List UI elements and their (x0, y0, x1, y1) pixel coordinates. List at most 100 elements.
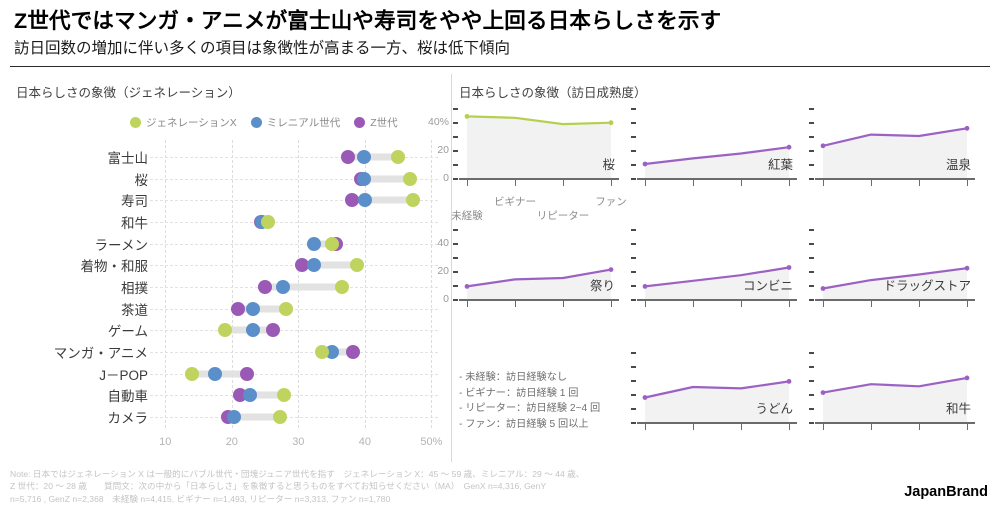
data-point-dot[interactable] (218, 323, 233, 338)
y-tickmark (631, 285, 636, 287)
data-point-dot[interactable] (240, 366, 255, 381)
x-axis-category-label: リピーター (536, 210, 590, 222)
data-point-dot[interactable] (261, 214, 276, 229)
data-point-dot[interactable] (314, 345, 329, 360)
sparkline-koyo: 紅葉 (631, 108, 797, 212)
data-point-dot[interactable] (246, 323, 261, 338)
y-tickmark (809, 243, 814, 245)
y-tickmark (631, 366, 636, 368)
category-label: 寿司 (121, 194, 148, 210)
category-label: ゲーム (107, 324, 148, 340)
y-tickmark (631, 352, 636, 354)
data-point-dot[interactable] (258, 280, 273, 294)
sparkline-sakura: 桜 0 20 40% 未経験 ビギナー リピーター ファン (428, 108, 627, 222)
y-tickmark (631, 408, 636, 410)
data-point-dot[interactable] (349, 258, 364, 273)
range-connector (348, 153, 399, 161)
sparkline-title: 紅葉 (767, 158, 793, 172)
data-point-dot[interactable] (334, 280, 349, 294)
x-tickmark (823, 424, 824, 430)
sparkline-udon: うどん (631, 352, 797, 456)
data-point-dot[interactable] (266, 323, 281, 338)
data-point-dot[interactable] (272, 410, 287, 425)
data-point-dot[interactable] (391, 149, 406, 164)
right-panel-title: 日本らしさの象徴（訪日成熟度） (459, 86, 647, 100)
y-tickmark (453, 243, 458, 245)
x-tickmark (967, 301, 968, 307)
y-tickmark (631, 394, 636, 396)
category-label: ラーメン (94, 237, 148, 253)
data-point-dot[interactable] (306, 258, 321, 273)
category-label-row: ラーメン (52, 238, 148, 264)
data-point-dot[interactable] (356, 149, 371, 164)
category-label: マンガ・アニメ (53, 346, 148, 362)
legend-swatch-icon (354, 116, 366, 128)
y-tickmark (809, 271, 814, 273)
x-axis-tick-label: 40 (358, 436, 371, 448)
header: Z世代ではマンガ・アニメが富士山や寿司をやや上回る日本らしさを示す 訪日回数の増… (0, 0, 1000, 66)
data-point-dot[interactable] (324, 236, 339, 251)
range-connector (360, 175, 411, 183)
data-point-dot[interactable] (295, 258, 310, 273)
y-tickmark (809, 164, 814, 166)
y-axis-tick-label: 20 (437, 265, 449, 277)
footnote-line-3: n=5,716 , GenZ n=2,368 未経験 n=4,415, ビギナー… (10, 493, 391, 504)
data-point-dot[interactable] (306, 236, 321, 251)
y-tickmark (809, 150, 814, 152)
data-point-dot[interactable] (243, 388, 258, 403)
data-point-dot[interactable] (208, 366, 223, 381)
x-tickmark (563, 301, 564, 307)
data-point-dot[interactable] (406, 193, 421, 208)
definition-line: - ファン：訪日経験 5 回以上 (459, 418, 589, 430)
x-axis-category-label: ファン (595, 196, 627, 208)
x-tickmark (645, 301, 646, 307)
x-tickmark (467, 301, 468, 307)
category-label: カメラ (107, 411, 149, 427)
y-axis-tick-label: 0 (443, 172, 449, 184)
y-tickmark (453, 122, 458, 124)
row-guideline (150, 265, 438, 267)
definition-line: - 未経験：訪日経験なし (459, 372, 568, 383)
y-tickmark (809, 299, 814, 301)
y-tickmark (453, 164, 458, 166)
legend-label: ミレニアル世代 (266, 116, 341, 129)
sparkline-title: 和牛 (945, 402, 971, 416)
y-tickmark (631, 178, 636, 180)
sparkline-plot (642, 265, 792, 299)
y-tickmark (809, 122, 814, 124)
y-tickmark (453, 285, 458, 287)
data-point-dot[interactable] (184, 366, 199, 381)
data-point-dot[interactable] (341, 149, 356, 164)
category-label-row: 寿司 (52, 194, 148, 220)
data-point-dot[interactable] (345, 345, 360, 360)
legend-item-2[interactable]: Z世代 (354, 115, 398, 130)
footnote: Note: 日本ではジェネレーション X は一般的にバブル世代・団塊ジュニア世代… (10, 468, 870, 505)
legend-item-1[interactable]: ミレニアル世代 (250, 115, 341, 130)
dotplot-chart: 10 20 30 40 50% 富士山桜寿司 和牛 ラーメン 着物・和服 相撲 茶道 ゲーム マンガ・ア… (0, 136, 451, 466)
page-subtitle: 訪日回数の増加に伴い多くの項目は象徴性が高まる一方、桜は低下傾向 (14, 40, 511, 57)
row-guideline (150, 373, 438, 375)
data-point-dot[interactable] (344, 193, 359, 208)
data-point-dot[interactable] (232, 388, 247, 403)
category-label: 着物・和服 (80, 259, 149, 275)
data-point-dot[interactable] (276, 280, 291, 294)
data-point-dot[interactable] (357, 193, 372, 208)
sparkline-convenience-store: コンビニ (631, 229, 797, 333)
y-tickmark (631, 271, 636, 273)
x-axis-category-label: 未経験 (451, 210, 483, 222)
sparkline-onsen: 温泉 (809, 108, 975, 212)
x-gridline (231, 140, 233, 428)
data-point-dot[interactable] (276, 388, 291, 403)
left-panel-title: 日本らしさの象徴（ジェネレーション） (16, 86, 241, 100)
data-point-dot[interactable] (356, 171, 371, 186)
y-tickmark (809, 380, 814, 382)
data-point-dot[interactable] (226, 410, 241, 425)
data-point-dot[interactable] (246, 301, 261, 316)
category-label: 和牛 (121, 215, 148, 231)
data-point-dot[interactable] (403, 171, 418, 186)
data-point-dot[interactable] (231, 301, 246, 316)
y-tickmark (453, 150, 458, 152)
data-point-dot[interactable] (279, 301, 294, 316)
legend-item-0[interactable]: ジェネレーションX (130, 115, 237, 130)
x-axis-line (459, 299, 619, 301)
